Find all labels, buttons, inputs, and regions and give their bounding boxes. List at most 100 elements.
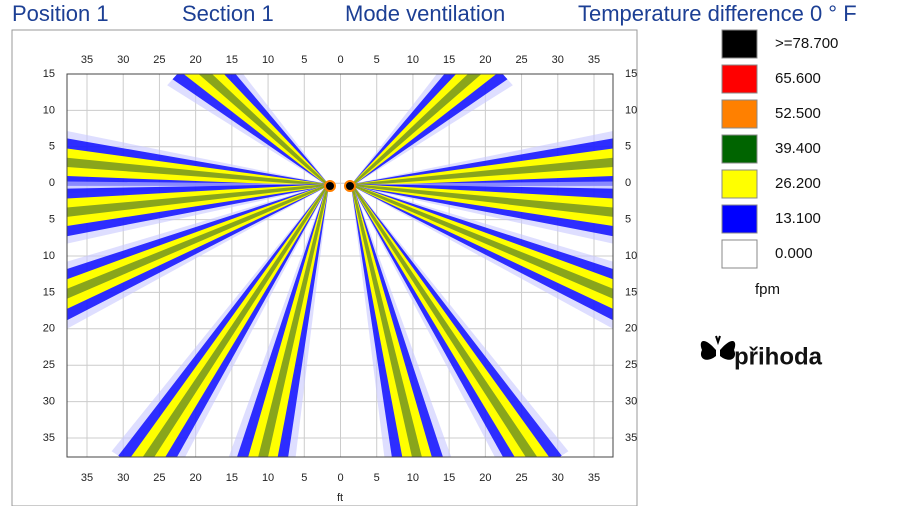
plume [351, 184, 613, 217]
legend-label: 26.200 [775, 175, 821, 192]
legend-label: 65.600 [775, 70, 821, 87]
temperature: Temperature difference 0 ° F [578, 1, 857, 26]
y-tick-right: 15 [625, 286, 637, 298]
plume [118, 184, 329, 457]
x-tick-bottom: 0 [337, 472, 343, 484]
plume [111, 184, 329, 457]
plume [228, 184, 329, 457]
plume [351, 184, 613, 227]
plume [183, 74, 329, 186]
x-tick-bottom: 35 [81, 472, 93, 484]
x-tick-top: 25 [515, 54, 527, 66]
legend-label: 52.500 [775, 105, 821, 122]
logo: přihoda [700, 335, 823, 370]
x-tick-top: 25 [153, 54, 165, 66]
legend-swatch [721, 99, 758, 129]
y-tick-right: 15 [625, 68, 637, 80]
x-tick-top: 15 [443, 54, 455, 66]
ticks: 35 35 30 30 25 25 20 20 15 15 10 10 5 5 0 0 5 5 10 10 15 15 20… [43, 54, 638, 484]
plume [351, 184, 550, 457]
plume [248, 184, 329, 457]
y-tick-right: 30 [625, 396, 637, 408]
x-tick-top: 10 [262, 54, 274, 66]
x-tick-top: 30 [552, 54, 564, 66]
x-tick-top: 10 [407, 54, 419, 66]
logo-text: přihoda [734, 343, 823, 370]
plume [351, 184, 443, 457]
plume [67, 148, 329, 186]
y-tick-left: 15 [43, 68, 55, 80]
plumes [67, 74, 613, 457]
section: Section 1 [182, 1, 274, 26]
legend-label: 0.000 [775, 245, 813, 262]
plume [258, 184, 329, 457]
plot-border [66, 73, 614, 458]
plume [351, 184, 452, 457]
plume [67, 157, 329, 186]
y-tick-left: 15 [43, 286, 55, 298]
plume [351, 74, 482, 186]
plume [237, 184, 329, 457]
y-tick-right: 10 [625, 104, 637, 116]
plume [351, 184, 613, 299]
x-tick-bottom: 25 [515, 472, 527, 484]
plume [198, 74, 329, 186]
x-tick-top: 0 [337, 54, 343, 66]
plume [67, 184, 329, 321]
y-tick-right: 0 [625, 177, 631, 189]
plume [130, 184, 329, 457]
plume [67, 184, 329, 309]
y-tick-left: 20 [43, 323, 55, 335]
legend-swatch [721, 29, 758, 59]
plume [351, 74, 508, 186]
plume [351, 184, 569, 457]
plume [67, 184, 329, 217]
plume [351, 157, 613, 186]
legend-swatch [721, 134, 758, 164]
x-tick-top: 35 [588, 54, 600, 66]
position: Position 1 [12, 1, 109, 26]
y-tick-left: 0 [49, 177, 55, 189]
y-tick-right: 5 [625, 214, 631, 226]
legend-swatch [721, 169, 758, 199]
y-tick-left: 5 [49, 214, 55, 226]
plume [351, 184, 613, 321]
x-tick-top: 20 [190, 54, 202, 66]
x-tick-top: 5 [374, 54, 380, 66]
x-tick-bottom: 15 [226, 472, 238, 484]
source [324, 180, 336, 192]
x-tick-bottom: 30 [552, 472, 564, 484]
y-tick-right: 5 [625, 141, 631, 153]
x-tick-top: 35 [81, 54, 93, 66]
plume [351, 184, 613, 309]
x-tick-bottom: 20 [479, 472, 491, 484]
plume [351, 148, 613, 186]
source [344, 180, 356, 192]
x-tick-bottom: 20 [190, 472, 202, 484]
plume [351, 184, 562, 457]
plume [172, 74, 329, 186]
x-tick-bottom: 5 [301, 472, 307, 484]
legend-swatch [721, 64, 758, 94]
y-tick-left: 10 [43, 104, 55, 116]
legend-unit: fpm [755, 281, 780, 298]
x-tick-bottom: 15 [443, 472, 455, 484]
x-tick-top: 20 [479, 54, 491, 66]
x-label: ft [337, 492, 343, 504]
x-tick-top: 5 [301, 54, 307, 66]
y-tick-left: 5 [49, 141, 55, 153]
y-tick-left: 25 [43, 359, 55, 371]
plume [67, 184, 329, 329]
x-tick-bottom: 10 [262, 472, 274, 484]
plume [67, 184, 329, 227]
x-tick-bottom: 10 [407, 472, 419, 484]
y-tick-left: 35 [43, 432, 55, 444]
legend: >=78.700 65.600 52.500 39.400 26.200 13.100 0.… [721, 29, 838, 269]
mode: Mode ventilation [345, 1, 505, 26]
x-tick-top: 15 [226, 54, 238, 66]
plume [351, 74, 497, 186]
plume [351, 184, 538, 457]
y-tick-right: 35 [625, 432, 637, 444]
x-tick-bottom: 25 [153, 472, 165, 484]
